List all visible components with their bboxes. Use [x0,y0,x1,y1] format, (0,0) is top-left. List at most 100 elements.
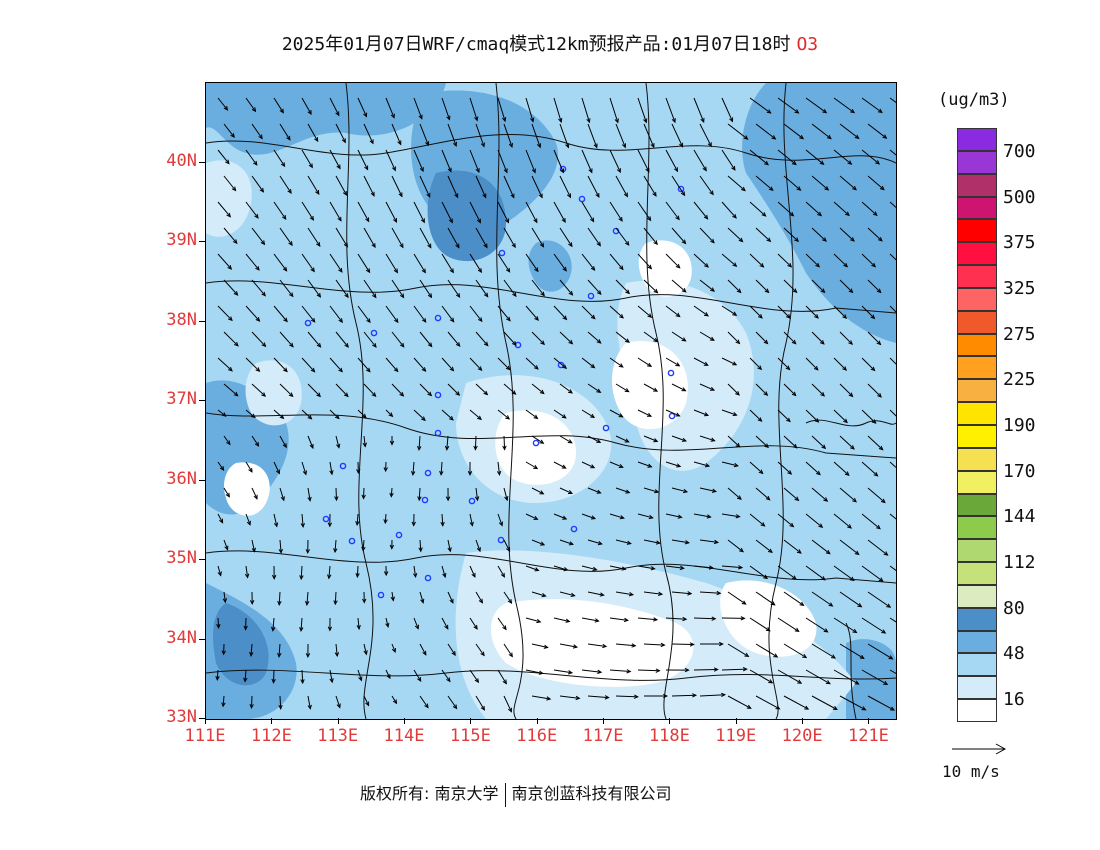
wind-arrow-head [279,414,285,420]
wind-arrow [839,123,860,139]
wind-arrow [889,409,896,417]
legend-color-swatch [957,333,997,357]
wind-arrow [279,279,294,297]
wind-arrow-head [681,387,687,392]
wind-arrow [665,305,681,317]
wind-arrow-head [562,364,568,370]
wind-arrow [525,513,538,520]
wind-arrow-head [702,166,707,172]
wind-arrow-head [794,109,800,114]
legend-color-swatch [957,265,997,288]
wind-arrow [363,175,375,197]
wind-arrow [223,487,230,498]
wind-arrow [273,201,287,220]
wind-arrow-head [692,693,698,698]
lat-tick-mark [199,559,205,560]
wind-arrow-head [561,217,566,224]
wind-arrow-head [255,317,261,322]
city-marker [667,369,675,377]
wind-arrow [615,539,631,545]
wind-arrow [497,253,511,273]
wind-arrow-head [327,626,333,632]
wind-arrow [559,383,573,394]
wind-arrow-head [533,365,539,370]
wind-arrow [273,461,280,474]
lon-tick-mark [404,718,406,724]
wind-arrow [357,669,362,681]
wind-arrow [335,695,341,708]
wind-arrow [861,669,888,685]
wind-arrow-head [476,218,481,224]
wind-arrow [805,97,827,114]
wind-arrow-head [647,362,653,368]
wind-arrow [362,539,365,551]
wind-arrow-head [316,392,321,398]
wind-arrow [587,175,600,198]
wind-arrow [245,201,259,219]
wind-arrow [699,331,715,341]
wind-arrow-head [305,653,311,659]
wind-arrow [497,409,510,420]
wind-arrow [609,253,624,270]
lat-tick-label: 33N [166,707,197,727]
wind-arrow [805,565,826,581]
wind-arrow [469,565,476,578]
wind-arrow-head [568,290,574,296]
wind-arrow [581,617,599,622]
wind-arrow-head [799,134,805,140]
wind-arrow [335,279,349,298]
wind-arrow [385,357,399,372]
wind-arrow [811,175,829,191]
wind-arrow-head [710,238,715,244]
wind-arrow [811,279,825,293]
wind-arrow [329,97,340,116]
legend-value-label: 500 [1003,186,1036,208]
wind-arrow-head [477,366,483,372]
legend-color-swatch [957,493,997,517]
legend-value-label: 144 [1003,506,1036,528]
wind-arrow [839,279,853,293]
wind-arrow-head [399,243,404,249]
wind-arrow [273,513,278,527]
wind-arrow [251,487,258,500]
wind-arrow [441,513,444,526]
wind-arrow [671,279,687,293]
wind-arrow-head [424,703,429,709]
wind-arrow-head [624,438,630,443]
wind-arrow [671,591,692,595]
wind-arrow [301,305,316,323]
wind-arrow [805,513,823,528]
wind-arrow [867,123,887,139]
city-marker [578,195,586,203]
legend-value-label: 275 [1003,323,1036,345]
wind-arrow [727,435,740,448]
wind-arrow [335,643,338,657]
city-marker [668,412,676,420]
wind-arrow-head [504,218,510,224]
wind-arrow-head [412,572,418,579]
city-marker [395,531,403,539]
wind-arrow-head [388,412,394,418]
wind-arrow-head [789,211,795,217]
wind-arrow-head [390,596,395,602]
wind-arrow [811,383,825,397]
wind-arrow [587,123,598,148]
wind-arrow-head [677,514,683,519]
wind-arrow-head [310,367,316,373]
lat-tick-mark [199,241,205,242]
wind-arrow [609,461,623,468]
wind-arrow-head [847,160,853,165]
wind-arrow-head [536,143,542,149]
legend-color-swatch [957,150,997,174]
wind-arrow-head [316,342,322,348]
wind-arrow-head [500,572,505,578]
wind-arrow-head [275,469,280,475]
wind-arrow [581,461,595,469]
wind-arrow-head [567,670,574,675]
wind-arrow [217,409,227,417]
wind-arrow-head [399,342,405,348]
wind-arrow [777,461,792,475]
wind-arrow-head [590,217,595,223]
wind-arrow-head [506,316,511,322]
wind-arrow [469,669,479,683]
